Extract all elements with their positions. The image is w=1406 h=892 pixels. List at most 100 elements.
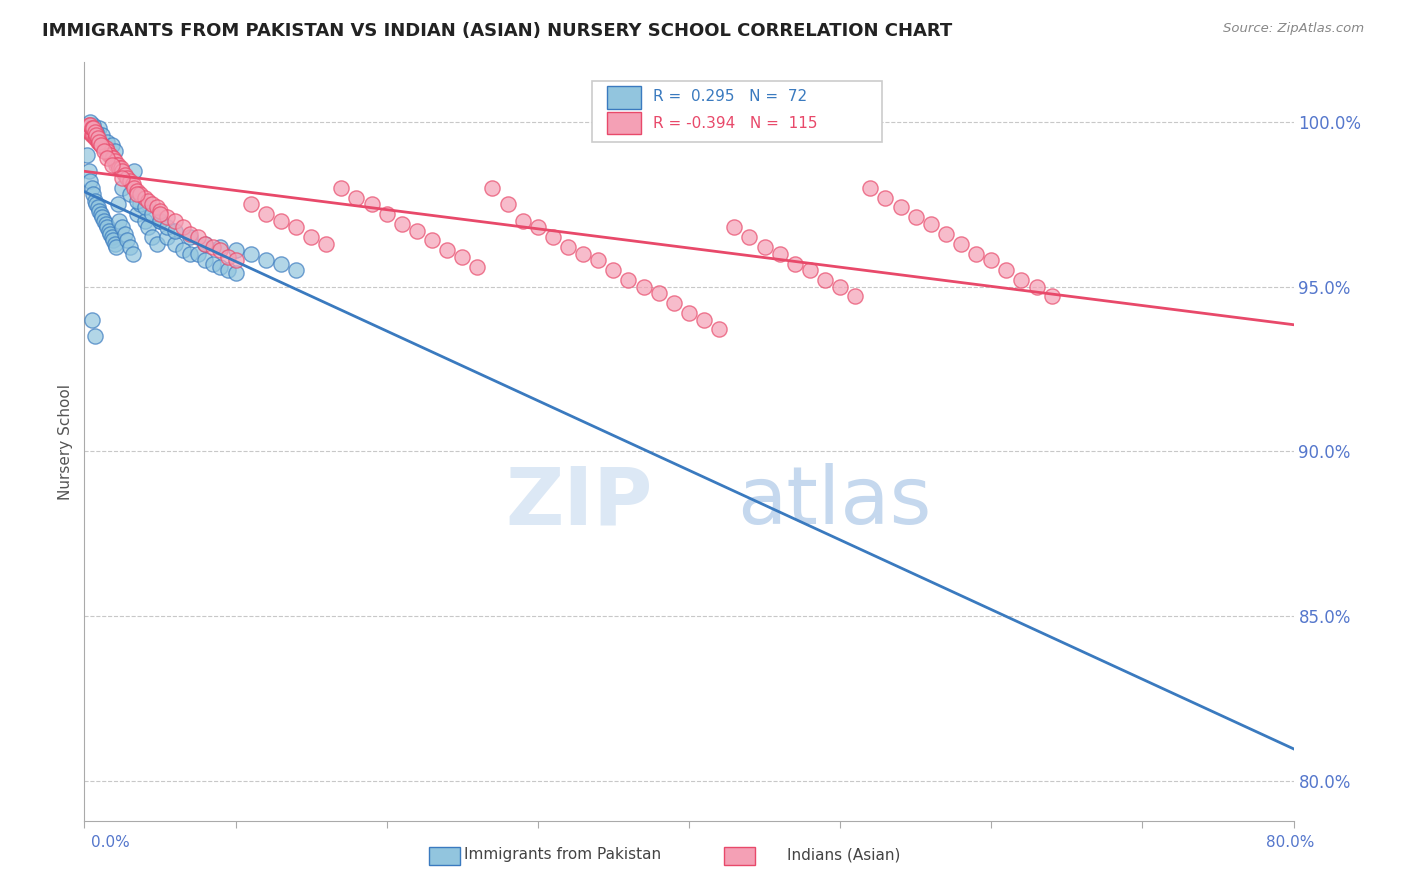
Point xyxy=(783,256,806,270)
Point xyxy=(89,203,111,218)
FancyBboxPatch shape xyxy=(592,81,883,142)
Point xyxy=(108,213,131,227)
Point xyxy=(662,296,685,310)
Point xyxy=(1025,279,1047,293)
Point xyxy=(82,118,104,132)
Point xyxy=(80,180,103,194)
Text: Indians (Asian): Indians (Asian) xyxy=(787,847,900,862)
Point xyxy=(406,223,429,237)
Point xyxy=(100,151,122,165)
Point xyxy=(1011,273,1033,287)
Point xyxy=(127,207,149,221)
Point xyxy=(107,158,129,172)
Point xyxy=(225,244,247,258)
Point xyxy=(94,217,117,231)
Point xyxy=(118,240,141,254)
Point xyxy=(129,197,152,211)
Point xyxy=(360,197,382,211)
Point xyxy=(588,253,610,268)
Point xyxy=(557,240,579,254)
Point xyxy=(118,174,141,188)
Point xyxy=(84,131,107,145)
Point xyxy=(107,197,129,211)
Point xyxy=(512,213,534,227)
Point xyxy=(101,151,124,165)
Point xyxy=(111,220,134,235)
Point xyxy=(617,273,640,287)
Point xyxy=(79,174,101,188)
Point xyxy=(375,207,398,221)
Point xyxy=(96,220,118,235)
Point xyxy=(1040,289,1063,303)
Point xyxy=(89,121,111,136)
Text: Immigrants from Pakistan: Immigrants from Pakistan xyxy=(464,847,661,862)
Text: atlas: atlas xyxy=(737,463,932,541)
Point xyxy=(134,191,156,205)
Point xyxy=(122,164,145,178)
Text: 0.0%: 0.0% xyxy=(91,836,131,850)
Point xyxy=(201,256,224,270)
Point xyxy=(270,213,292,227)
Point xyxy=(904,211,927,225)
Point xyxy=(965,246,987,260)
Point xyxy=(875,191,897,205)
Point xyxy=(239,197,262,211)
Point xyxy=(754,240,776,254)
Point xyxy=(179,246,201,260)
Point xyxy=(76,147,98,161)
Point xyxy=(496,197,519,211)
Point xyxy=(179,230,201,244)
Point xyxy=(100,230,122,244)
Point xyxy=(97,223,120,237)
Point xyxy=(194,236,217,251)
Text: ZIP: ZIP xyxy=(505,463,652,541)
Point xyxy=(90,207,112,221)
Text: R = -0.394   N =  115: R = -0.394 N = 115 xyxy=(652,116,817,130)
Point xyxy=(98,227,121,241)
Point xyxy=(80,128,103,142)
Point xyxy=(935,227,957,241)
Point xyxy=(93,141,115,155)
Point xyxy=(82,128,104,142)
Point xyxy=(165,213,187,227)
Point xyxy=(179,227,201,241)
Point xyxy=(844,289,866,303)
Point xyxy=(141,197,163,211)
Point xyxy=(77,125,100,139)
Point xyxy=(79,125,101,139)
Text: R =  0.295   N =  72: R = 0.295 N = 72 xyxy=(652,89,807,104)
Point xyxy=(121,178,143,192)
Point xyxy=(105,240,128,254)
Point xyxy=(572,246,595,260)
Point xyxy=(156,230,179,244)
Point xyxy=(254,207,277,221)
Point xyxy=(172,220,194,235)
Point xyxy=(122,180,145,194)
Point xyxy=(527,220,550,235)
Point xyxy=(890,201,912,215)
Point xyxy=(602,263,624,277)
Point xyxy=(100,158,122,172)
Point xyxy=(91,211,114,225)
Point xyxy=(217,250,239,264)
FancyBboxPatch shape xyxy=(607,86,641,109)
Point xyxy=(104,145,127,159)
Text: 80.0%: 80.0% xyxy=(1267,836,1315,850)
Point xyxy=(187,246,209,260)
Point xyxy=(97,147,120,161)
Point xyxy=(209,244,232,258)
Point xyxy=(111,180,134,194)
Point xyxy=(315,236,337,251)
Point xyxy=(96,151,118,165)
Point xyxy=(129,187,152,202)
Point xyxy=(950,236,973,251)
Point xyxy=(76,121,98,136)
Point xyxy=(136,194,159,208)
Point xyxy=(451,250,474,264)
Point xyxy=(87,131,110,145)
Point xyxy=(165,236,187,251)
Point xyxy=(165,223,187,237)
Point xyxy=(709,322,731,336)
Point xyxy=(93,213,115,227)
Point xyxy=(77,121,100,136)
